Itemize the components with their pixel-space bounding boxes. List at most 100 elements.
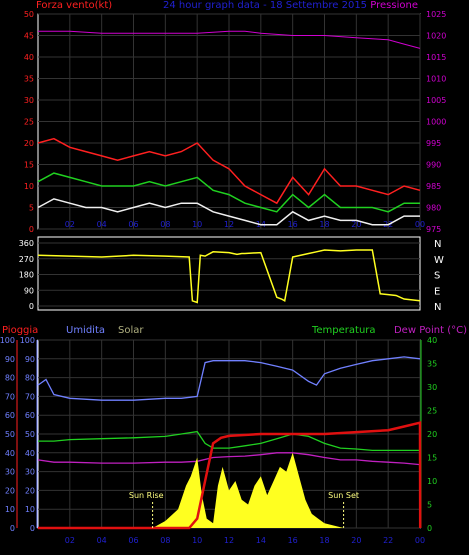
compass-label: S: [434, 271, 440, 282]
rain-tick-label: 80: [5, 374, 15, 383]
direction-axis-ticks: 0 90 180 270 360: [19, 239, 34, 311]
sunrise-label: Sun Rise: [129, 491, 164, 500]
pressure-tick-label: 1025: [426, 10, 446, 19]
temperature-tick-label: 35: [427, 360, 437, 369]
weather-panel-series: [37, 356, 422, 530]
humidity-tick-label: 0: [30, 524, 35, 533]
pressure-tick-label: 1020: [426, 32, 446, 41]
rain-tick-label: 40: [5, 449, 15, 458]
direction-panel-grid: [38, 242, 420, 307]
x-tick-label: 04: [97, 536, 107, 545]
x-tick-label: 22: [383, 536, 393, 545]
temperature-axis-ticks: 0 5 10 15 20 25 30 35 40: [427, 336, 437, 533]
rain-tick-label: 20: [5, 486, 15, 495]
x-tick-label: 02: [65, 536, 75, 545]
wind-axis-ticks: 0 5 10 15 20 25 30 35 40 45 50: [24, 10, 34, 234]
pressure-tick-label: 1005: [426, 96, 446, 105]
rain-tick-label: 0: [10, 524, 15, 533]
x-tick-label: 04: [97, 220, 107, 229]
humidity-axis-ticks: 0 10 20 30 40 50 60 70 80 90 100: [20, 336, 35, 533]
wind-pressure-series-line: [38, 30, 421, 49]
humidity-axis-label: Umidita: [66, 325, 105, 336]
humidity-tick-label: 70: [25, 392, 35, 401]
x-tick-label: 00: [415, 220, 425, 229]
rain-tick-label: 60: [5, 411, 15, 420]
temperatura-line: [38, 430, 420, 452]
rain-axis-ticks: 0 10 20 30 40 50 60 70 80 90 100: [0, 336, 15, 533]
rain-tick-label: 30: [5, 468, 15, 477]
compass-label: W: [434, 255, 444, 266]
rain-tick-label: 90: [5, 355, 15, 364]
pioggia-line: [38, 421, 422, 530]
temperature-tick-label: 0: [427, 524, 432, 533]
weather-panel-x-ticks: 02 04 06 08 10 12 14 16 18 20 22 00: [65, 536, 425, 545]
x-tick-label: 16: [288, 220, 298, 229]
wind-tick-label: 20: [24, 139, 34, 148]
x-tick-label: 20: [351, 220, 361, 229]
humidity-tick-label: 60: [25, 411, 35, 420]
pressure-axis-ticks: 975 980 985 990 995 1000 1005 1010 1015 1020 1025: [426, 10, 446, 234]
temperature-axis-label: Temperatura: [311, 325, 376, 336]
wind-tick-label: 30: [24, 96, 34, 105]
x-tick-label: 08: [160, 220, 170, 229]
humidity-tick-label: 10: [25, 505, 35, 514]
rain-tick-label: 100: [0, 336, 15, 345]
direction-tick-label: 270: [19, 255, 34, 264]
rain-tick-label: 50: [5, 430, 15, 439]
wind-panel-grid: [38, 13, 421, 230]
wind-tick-label: 25: [24, 118, 34, 127]
pressure-tick-label: 995: [426, 139, 441, 148]
humidity-tick-label: 30: [25, 468, 35, 477]
x-tick-label: 12: [224, 536, 234, 545]
direction-panel-series: [37, 249, 421, 304]
pressure-axis-label: Pressione: [370, 0, 418, 11]
rain-axis-label: Pioggia: [2, 325, 38, 336]
compass-label: E: [434, 286, 440, 297]
humidity-tick-label: 20: [25, 486, 35, 495]
x-tick-label: 10: [192, 536, 202, 545]
pressure-tick-label: 1010: [426, 75, 446, 84]
x-tick-label: 08: [160, 536, 170, 545]
temperature-tick-label: 10: [427, 477, 437, 486]
pressure-tick-label: 975: [426, 225, 441, 234]
dewpoint-axis-label: Dew Point (°C): [394, 325, 467, 336]
wind-tick-label: 15: [24, 161, 34, 170]
wind-tick-label: 50: [24, 10, 34, 19]
wind-direction-line: [37, 249, 421, 304]
pressure-tick-label: 990: [426, 161, 441, 170]
rain-tick-label: 70: [5, 392, 15, 401]
compass-label: N: [434, 302, 441, 313]
x-tick-label: 00: [415, 536, 425, 545]
temperature-tick-label: 30: [427, 383, 437, 392]
compass-label: N: [434, 239, 441, 250]
pressure-tick-label: 1000: [426, 118, 446, 127]
wind-tick-label: 10: [24, 182, 34, 191]
pressure-tick-label: 980: [426, 204, 441, 213]
x-tick-label: 10: [192, 220, 202, 229]
wind-tick-label: 40: [24, 53, 34, 62]
direction-tick-label: 0: [29, 302, 34, 311]
x-tick-label: 02: [65, 220, 75, 229]
x-tick-label: 12: [224, 220, 234, 229]
sunset-label: Sun Set: [328, 491, 359, 500]
wind-tick-label: 0: [29, 225, 34, 234]
wind-panel-series: [37, 30, 421, 226]
direction-tick-label: 90: [24, 286, 34, 295]
wind-axis-label: Forza vento(kt): [36, 0, 112, 11]
temperature-tick-label: 5: [427, 501, 432, 510]
wind-pressure-series-line: [37, 172, 420, 213]
x-tick-label: 16: [288, 536, 298, 545]
wind-tick-label: 45: [24, 32, 34, 41]
humidity-tick-label: 40: [25, 449, 35, 458]
temperature-tick-label: 40: [427, 336, 437, 345]
direction-tick-label: 360: [19, 239, 34, 248]
x-tick-label: 20: [351, 536, 361, 545]
x-tick-label: 06: [128, 220, 138, 229]
temperature-tick-label: 15: [427, 454, 437, 463]
umidita-line: [37, 356, 421, 401]
pressure-tick-label: 985: [426, 182, 441, 191]
direction-panel-frame: [37, 236, 421, 311]
pressure-tick-label: 1015: [426, 53, 446, 62]
